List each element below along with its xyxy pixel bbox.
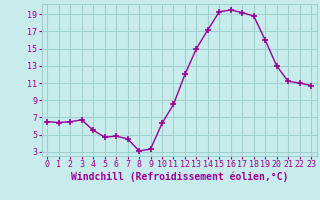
X-axis label: Windchill (Refroidissement éolien,°C): Windchill (Refroidissement éolien,°C): [70, 172, 288, 182]
